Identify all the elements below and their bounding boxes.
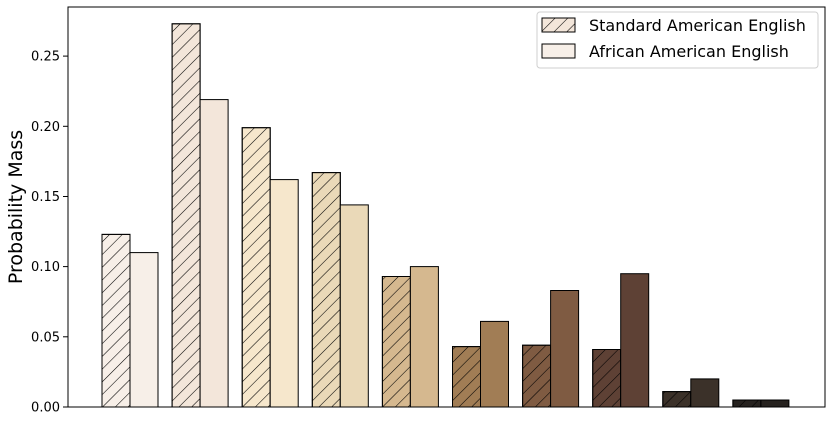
plot-frame [67,6,826,408]
y-axis: 0.00 0.05 0.10 0.15 0.20 0.25 [31,50,68,416]
bar-african-5 [409,266,439,408]
bar-african-1 [129,252,159,408]
bar-african-10 [760,399,790,408]
y-axis-title: Probability Mass [5,130,27,284]
y-tick-label: 0.05 [31,330,60,345]
bar-standard-hatch-10 [732,399,762,408]
bar-standard-hatch-4 [311,172,341,408]
bar-standard-hatch-2 [171,23,201,408]
bar-african-6 [480,320,509,408]
bar-standard-hatch-8 [592,349,622,408]
bar-standard-hatch-1 [101,233,131,408]
bar-african-7 [550,290,580,408]
y-tick-label: 0.00 [31,401,60,416]
bar-standard-hatch-7 [522,344,552,408]
legend-label-standard: Standard American English [589,16,806,35]
bars-layer [101,23,790,408]
bar-standard-hatch-6 [452,346,481,408]
bar-african-2 [199,99,229,408]
bar-standard-hatch-5 [381,276,411,408]
bar-african-8 [620,273,650,408]
y-tick-label: 0.25 [31,50,60,65]
y-tick-label: 0.15 [31,190,60,205]
legend: Standard American English African Americ… [536,11,819,69]
legend-box [536,11,819,69]
legend-swatch-standard-hatch [541,17,576,33]
legend-label-african: African American English [589,42,789,61]
bar-african-9 [690,378,720,408]
y-tick-label: 0.20 [31,120,60,135]
y-tick-label: 0.10 [31,260,60,275]
bar-standard-hatch-3 [241,127,271,408]
bar-standard-hatch-9 [662,391,692,408]
bar-african-3 [269,179,299,408]
legend-swatch-african [541,43,576,59]
bar-african-4 [339,204,369,408]
